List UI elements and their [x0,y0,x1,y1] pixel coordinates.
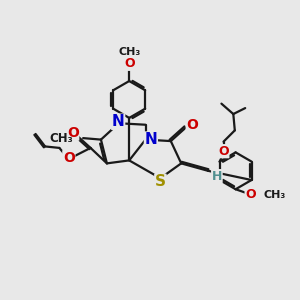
Text: CH₃: CH₃ [118,47,140,57]
Text: O: O [124,57,134,70]
Text: H: H [212,170,222,183]
Text: N: N [145,132,157,147]
Text: CH₃: CH₃ [50,132,74,145]
Text: N: N [112,114,124,129]
Text: O: O [63,151,75,165]
Text: O: O [245,188,256,201]
Text: O: O [67,126,79,140]
Text: S: S [155,174,166,189]
Text: O: O [218,145,229,158]
Text: CH₃: CH₃ [263,190,286,200]
Text: O: O [186,118,198,132]
